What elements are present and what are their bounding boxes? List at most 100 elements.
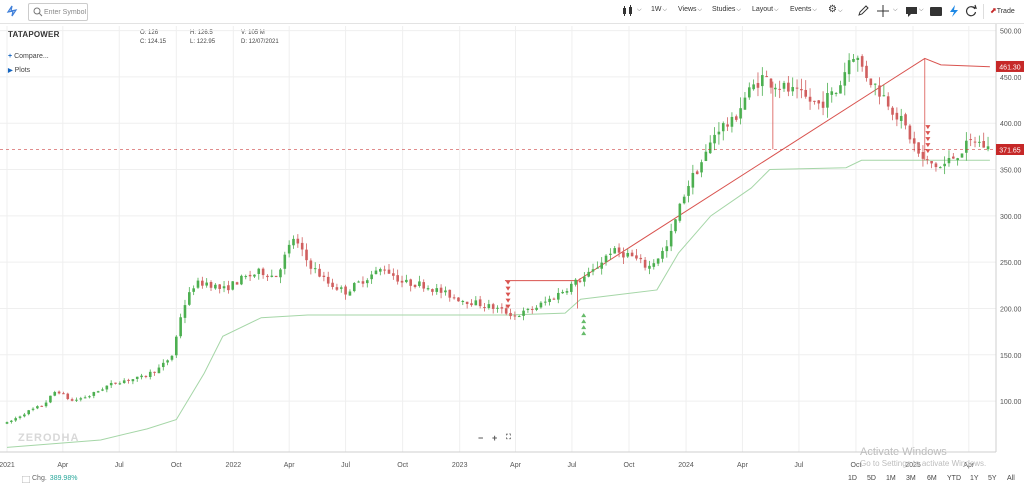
candle-up xyxy=(222,286,226,289)
candle-up xyxy=(613,248,617,254)
gear-icon[interactable]: ⚙⌵ xyxy=(828,4,843,15)
bottom-bar: Chg. 389.98% 1D 5D 1M 3M 6M YTD 1Y 5Y All xyxy=(0,474,1024,486)
plots-link[interactable]: ▶ Plots xyxy=(8,67,30,74)
candle-up xyxy=(752,84,755,90)
compare-link[interactable]: + Compare... xyxy=(8,53,49,60)
last-price-tag-bg xyxy=(996,143,1024,155)
stop-level-tag: 461.30 xyxy=(999,64,1021,71)
range-button-1y[interactable]: 1Y xyxy=(970,475,979,482)
candle-down xyxy=(144,375,148,377)
candle-down xyxy=(817,100,821,104)
range-button-all[interactable]: All xyxy=(1007,475,1015,482)
candle-down xyxy=(483,307,486,309)
range-button-5d[interactable]: 5D xyxy=(867,475,876,482)
candle-down xyxy=(266,275,269,278)
candle-down xyxy=(344,286,347,295)
candle-down xyxy=(756,82,760,88)
candle-down xyxy=(392,273,395,276)
last-price-tag: 371.65 xyxy=(999,147,1021,154)
y-tick-label: 150.00 xyxy=(1000,353,1022,360)
comment-icon[interactable] xyxy=(905,4,919,18)
layout-menu[interactable]: Layout⌵ xyxy=(752,6,779,18)
candle-up xyxy=(847,60,851,75)
candle-up xyxy=(678,203,682,221)
candle-up xyxy=(348,291,352,296)
zoom-in-button[interactable]: + xyxy=(492,433,498,443)
sell-marker xyxy=(925,143,931,148)
candle-down xyxy=(865,65,868,79)
candle-up xyxy=(279,269,282,278)
trade-label: Trade xyxy=(996,8,1015,15)
price-chart[interactable]: 100.00 150.00 200.00 250.00 300.00 350.00 400.… xyxy=(0,24,1024,474)
lightning-icon[interactable] xyxy=(947,4,961,18)
candle-up xyxy=(374,270,378,275)
y-tick-label: 300.00 xyxy=(1000,214,1022,221)
studies-menu[interactable]: Studies⌵ xyxy=(712,6,741,18)
studies-label: Studies xyxy=(712,6,736,13)
interval-dropdown[interactable]: 1W⌵ xyxy=(651,6,667,18)
candle-down xyxy=(578,280,582,282)
candle-up xyxy=(852,58,855,62)
zoom-out-button[interactable]: − xyxy=(478,433,484,443)
candle-down xyxy=(769,78,773,88)
chart-logo-icon[interactable] xyxy=(5,4,19,18)
chevron-down-icon: ⌵ xyxy=(812,7,817,13)
fit-screen-button[interactable]: ⛶ xyxy=(506,434,511,441)
candle-down xyxy=(869,78,873,86)
candle-up xyxy=(270,275,274,277)
candle-up xyxy=(370,274,373,280)
search-input[interactable] xyxy=(44,5,87,19)
camera-icon[interactable] xyxy=(929,4,943,18)
candle-down xyxy=(153,371,156,373)
crosshair-dropdown[interactable]: ⌵ xyxy=(893,7,898,13)
symbol-search-box[interactable] xyxy=(28,3,88,21)
candle-up xyxy=(131,379,135,382)
range-button-6m[interactable]: 6M xyxy=(927,475,937,482)
activate-windows-title: Activate Windows xyxy=(860,446,947,458)
candle-down xyxy=(396,275,399,282)
candle-down xyxy=(309,260,313,269)
candle-up xyxy=(283,254,287,269)
candle-up xyxy=(188,292,191,305)
candle-up xyxy=(774,87,777,90)
candle-up xyxy=(730,116,734,127)
chevron-down-icon: ⌵ xyxy=(774,7,779,13)
pencil-icon[interactable] xyxy=(856,4,870,18)
trade-button[interactable]: ⬈Trade xyxy=(990,6,1015,18)
chart-type-dropdown[interactable]: ⌵ xyxy=(637,7,642,13)
views-menu[interactable]: Views⌵ xyxy=(678,6,702,18)
candle-down xyxy=(431,289,434,292)
refresh-icon[interactable] xyxy=(964,4,978,18)
candle-up xyxy=(747,87,751,98)
chevron-down-icon: ⌵ xyxy=(697,7,703,13)
candle-up xyxy=(192,288,195,292)
range-button-3m[interactable]: 3M xyxy=(906,475,916,482)
candle-down xyxy=(274,275,278,278)
candle-up xyxy=(743,97,747,110)
candle-up xyxy=(526,308,530,310)
candle-up xyxy=(231,281,235,290)
y-tick-label: 500.00 xyxy=(1000,29,1022,36)
candle-down xyxy=(504,308,508,314)
symbol-name[interactable]: TATAPOWER xyxy=(8,30,60,39)
events-menu[interactable]: Events⌵ xyxy=(790,6,817,18)
range-button-5y[interactable]: 5Y xyxy=(988,475,997,482)
low-label: L: xyxy=(190,39,196,45)
range-button-1d[interactable]: 1D xyxy=(848,475,857,482)
candle-down xyxy=(300,242,304,250)
crosshair-icon[interactable] xyxy=(876,4,890,18)
comment-dropdown[interactable]: ⌵ xyxy=(919,7,924,13)
candle-down xyxy=(227,285,230,291)
candle-up xyxy=(23,414,26,417)
x-tick-label: Jul xyxy=(115,462,124,469)
range-button-ytd[interactable]: YTD xyxy=(947,475,961,482)
candle-up xyxy=(179,317,182,337)
candle-up xyxy=(79,398,83,400)
candle-down xyxy=(895,112,899,120)
axes: 100.00 150.00 200.00 250.00 300.00 350.00 400.… xyxy=(0,24,1024,469)
candle-up xyxy=(652,263,656,267)
range-button-1m[interactable]: 1M xyxy=(886,475,896,482)
candlestick-icon[interactable] xyxy=(621,4,635,18)
toolbar-divider xyxy=(983,4,984,19)
candle-up xyxy=(791,87,794,92)
